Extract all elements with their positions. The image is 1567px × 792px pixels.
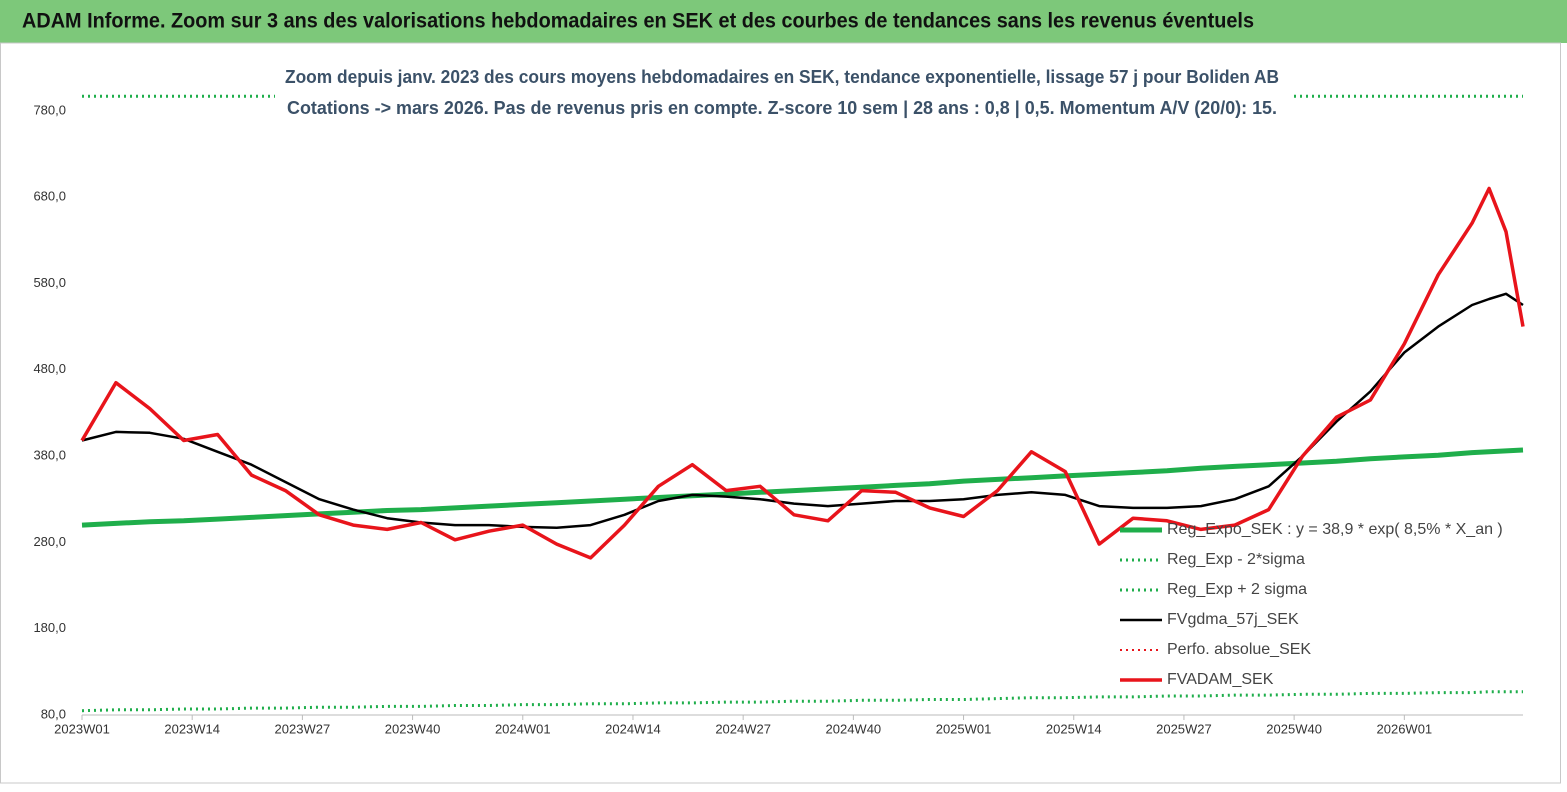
y-tick-label: 680,0 [33, 189, 66, 204]
series-line [81, 447, 1524, 528]
legend-label: Reg_Exp - 2*sigma [1167, 551, 1305, 568]
x-tick-label: 2024W40 [826, 721, 882, 736]
legend-label: FVgdma_57j_SEK [1167, 611, 1299, 628]
legend-label: Reg_Expo_SEK : y = 38,9 * exp( 8,5% * X_… [1167, 521, 1503, 538]
x-tick-label: 2025W14 [1046, 721, 1102, 736]
y-tick-label: 780,0 [33, 102, 66, 117]
subtitle-background [275, 62, 1290, 124]
x-tick-label: 2024W14 [605, 721, 661, 736]
subtitle: Cotations -> mars 2026. Pas de revenus p… [287, 98, 1277, 118]
x-tick-label: 2026W01 [1377, 721, 1433, 736]
legend-label: FVADAM_SEK [1167, 671, 1274, 688]
plot: 80,0 180,0 280,0 380,0 480,0 580,0 680,0 780,0 2… [33, 94, 1525, 736]
series-line [81, 292, 1524, 529]
legend: Reg_Expo_SEK : y = 38,9 * exp( 8,5% * X_… [1120, 521, 1503, 688]
x-tick-label: 2024W01 [495, 721, 551, 736]
y-tick-label: 280,0 [33, 534, 66, 549]
legend-label: Perfo. absolue_SEK [1167, 641, 1311, 658]
x-tick-label: 2025W27 [1156, 721, 1212, 736]
y-tick-label: 480,0 [33, 361, 66, 376]
x-tick-label: 2024W27 [715, 721, 771, 736]
chart-title: ADAM Informe. Zoom sur 3 ans des valoris… [22, 10, 1254, 33]
chart-border [0, 42, 1561, 784]
series-line [80, 186, 1525, 560]
y-tick-label: 380,0 [33, 448, 66, 463]
x-tick-label: 2023W27 [275, 721, 331, 736]
x-tick-label: 2023W14 [164, 721, 220, 736]
x-tick-label: 2023W40 [385, 721, 441, 736]
legend-label: Reg_Exp + 2 sigma [1167, 581, 1307, 598]
x-tick-label: 2025W01 [936, 721, 992, 736]
series-line [81, 690, 1523, 713]
y-tick-label: 180,0 [33, 620, 66, 635]
subtitle: Zoom depuis janv. 2023 des cours moyens … [285, 67, 1279, 87]
x-tick-label: 2023W01 [54, 721, 110, 736]
header-band [0, 0, 1567, 43]
y-tick-label: 80,0 [41, 706, 66, 721]
x-tick-label: 2025W40 [1266, 721, 1322, 736]
y-tick-label: 580,0 [33, 275, 66, 290]
